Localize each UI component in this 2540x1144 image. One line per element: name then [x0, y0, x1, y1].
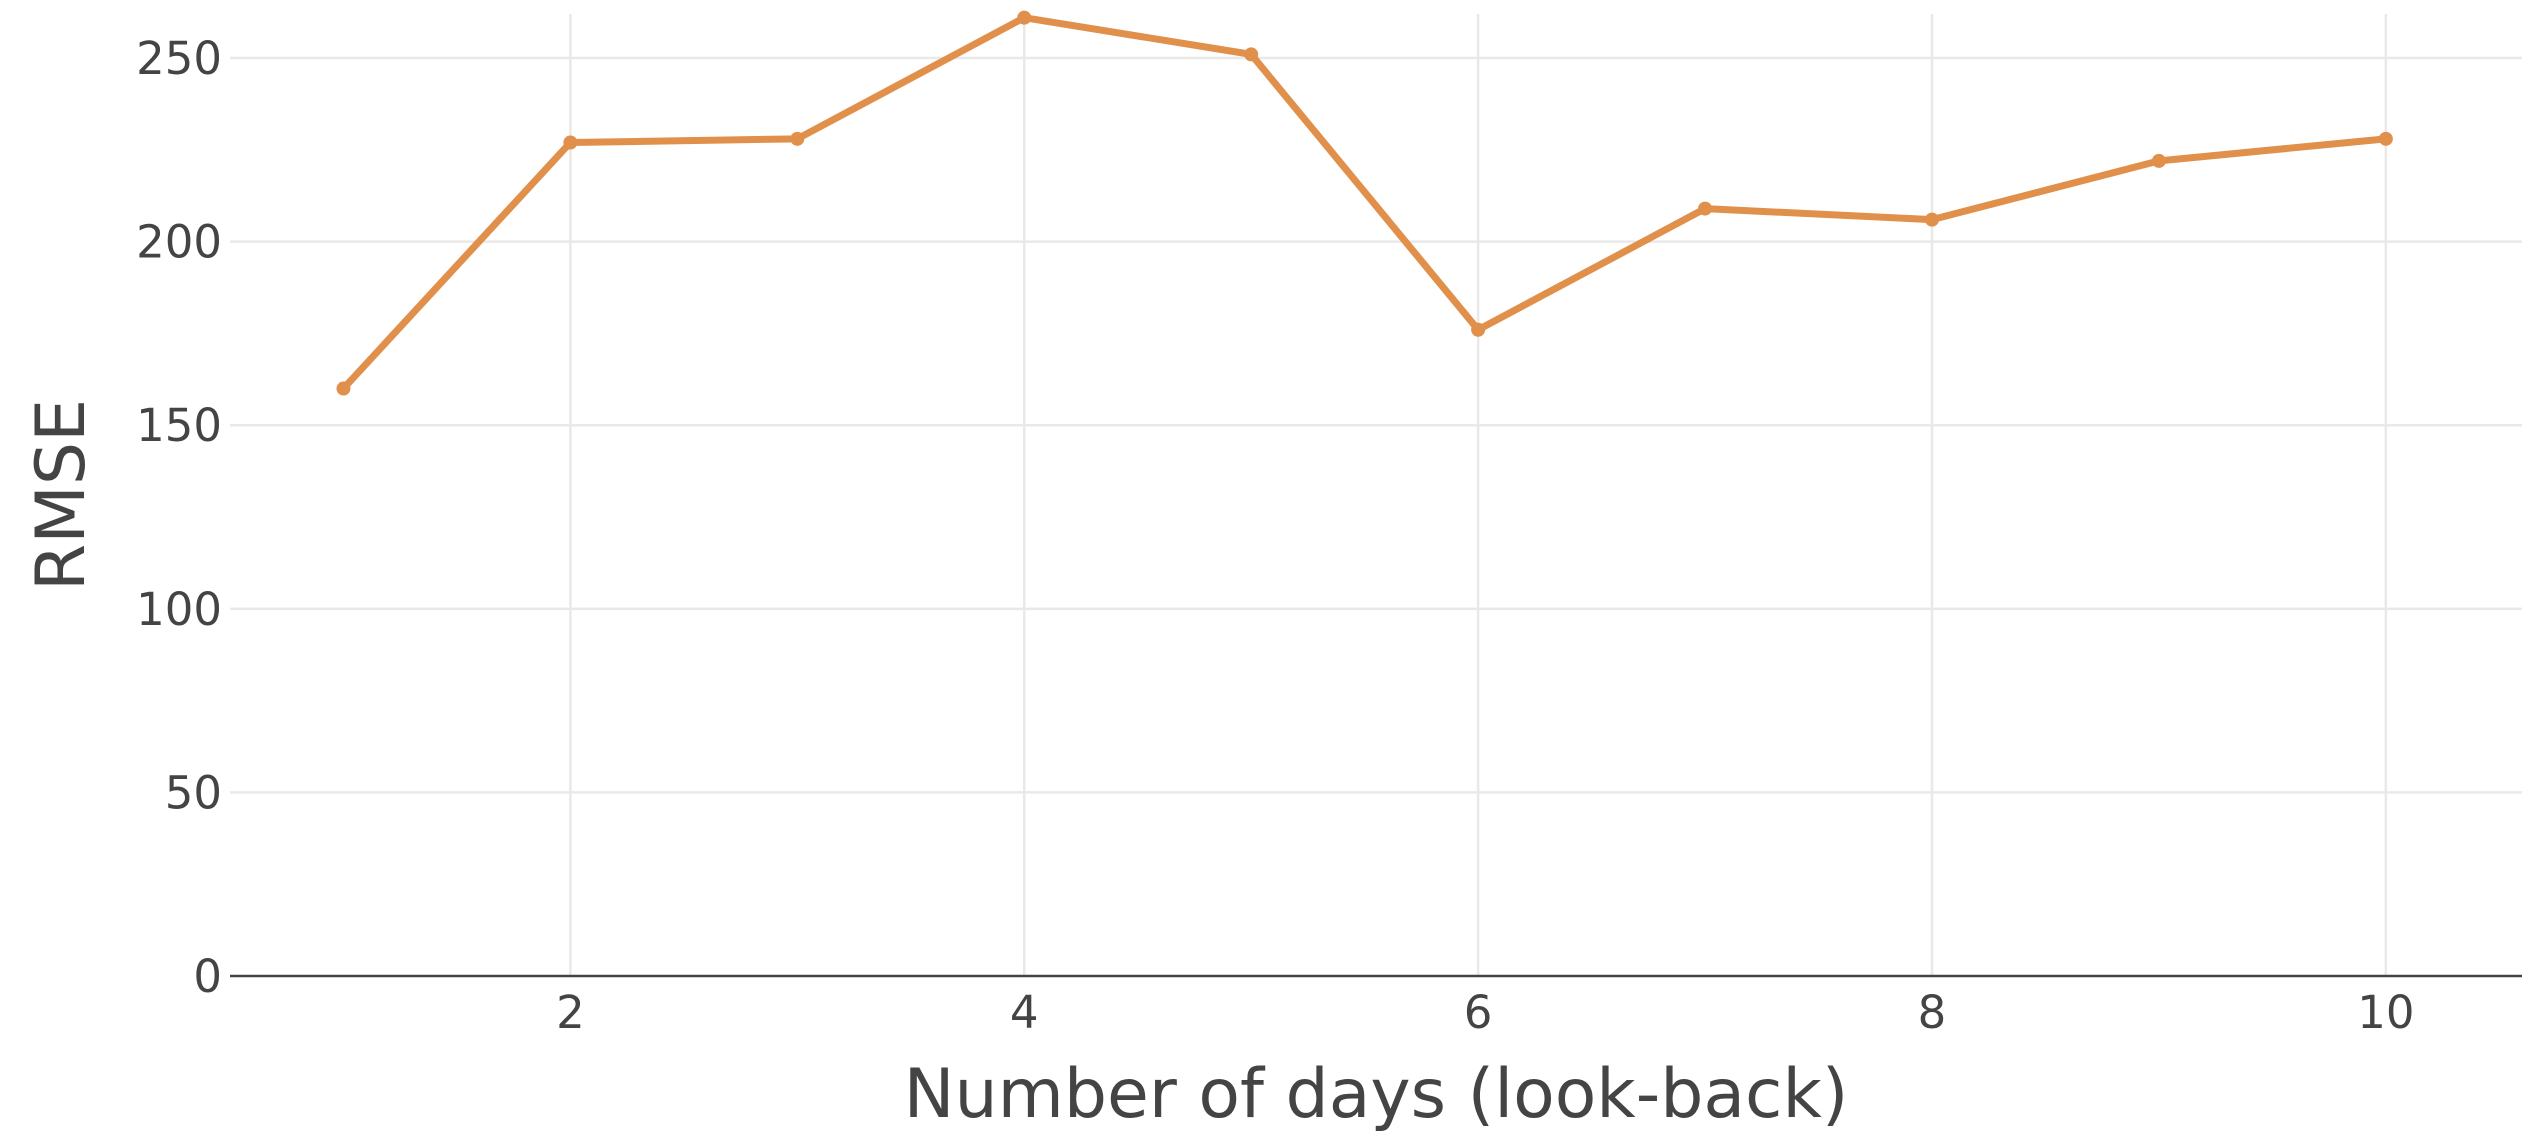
data-point [1017, 11, 1031, 25]
y-tick-label: 100 [136, 583, 222, 636]
x-tick-label: 10 [2357, 986, 2414, 1039]
x-tick-label: 8 [1918, 986, 1947, 1039]
x-gridlines [570, 14, 2385, 976]
data-point [790, 132, 804, 146]
y-gridlines [230, 58, 2522, 792]
x-tick-label: 6 [1464, 986, 1493, 1039]
data-point [1244, 47, 1258, 61]
data-point [2152, 154, 2166, 168]
y-tick-labels: 0 50 100 150 200 250 [136, 32, 222, 1003]
data-point [1698, 202, 1712, 216]
series-line [343, 18, 2385, 389]
x-tick-label: 4 [1010, 986, 1039, 1039]
x-axis-title: Number of days (look-back) [904, 1055, 1849, 1134]
y-tick-label: 250 [136, 32, 222, 85]
y-tick-label: 50 [165, 766, 222, 819]
data-point [563, 136, 577, 150]
series-layer [336, 11, 2392, 396]
x-tick-labels: 2 4 6 8 10 [556, 986, 2414, 1039]
x-tick-label: 2 [556, 986, 585, 1039]
y-tick-label: 200 [136, 216, 222, 269]
y-tick-label: 0 [193, 950, 222, 1003]
data-point [336, 382, 350, 396]
y-axis-title: RMSE [22, 399, 101, 591]
data-point [2379, 132, 2393, 146]
y-tick-label: 150 [136, 399, 222, 452]
data-point [1925, 213, 1939, 227]
data-point [1471, 323, 1485, 337]
